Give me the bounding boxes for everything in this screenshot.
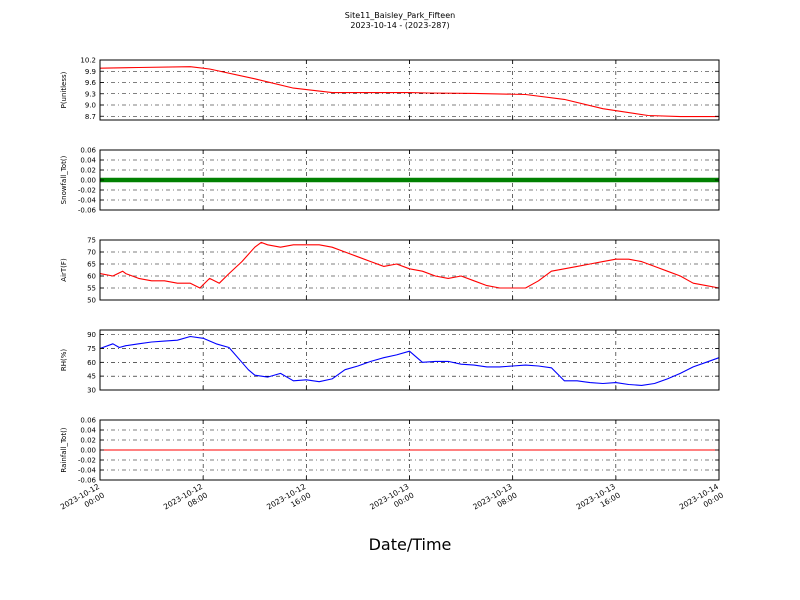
series-line bbox=[99, 241, 720, 289]
y-tick-label: 8.7 bbox=[85, 113, 96, 121]
y-tick-label: 0.00 bbox=[80, 447, 96, 455]
chart-panel: -0.06 -0.04 -0.02 0.00 0.02 0.04 0.06 Snowfall_… bbox=[60, 147, 720, 215]
y-axis-label: Snowfall_Tot() bbox=[60, 155, 68, 204]
y-tick-label: 65 bbox=[87, 261, 96, 269]
y-tick-label: 90 bbox=[87, 331, 96, 339]
y-tick-label: 75 bbox=[87, 345, 96, 353]
series-line bbox=[99, 335, 720, 386]
y-tick-label: -0.02 bbox=[78, 187, 96, 195]
y-tick-label: 0.02 bbox=[80, 437, 96, 445]
y-tick-label: 60 bbox=[87, 359, 96, 367]
x-axis-label: Date/Time bbox=[369, 535, 452, 554]
y-tick-label: 0.02 bbox=[80, 167, 96, 175]
y-tick-label: 10.2 bbox=[80, 57, 96, 65]
y-tick-label: 75 bbox=[87, 237, 96, 245]
y-tick-label: -0.02 bbox=[78, 457, 96, 465]
y-tick-label: 55 bbox=[87, 285, 96, 293]
chart-panel: 8.7 9.0 9.3 9.6 9.9 10.2 P(unitless) bbox=[60, 57, 720, 121]
y-tick-label: 9.6 bbox=[85, 79, 97, 87]
y-axis-label: Rainfall_Tot() bbox=[60, 427, 68, 472]
y-tick-label: 70 bbox=[87, 249, 96, 257]
y-tick-label: 9.9 bbox=[85, 68, 96, 76]
y-tick-label: 0.04 bbox=[80, 427, 96, 435]
y-tick-label: -0.04 bbox=[78, 197, 97, 205]
chart-panel: 50 55 60 65 70 75 AirT(F) bbox=[60, 237, 720, 305]
y-axis-label: AirT(F) bbox=[60, 258, 68, 282]
chart-panel: 30 45 60 75 90 RH(%) bbox=[60, 329, 720, 395]
y-tick-label: 50 bbox=[87, 297, 96, 305]
y-tick-label: 0.04 bbox=[80, 157, 96, 165]
y-tick-label: -0.06 bbox=[78, 477, 97, 485]
y-axis-label: P(unitless) bbox=[60, 71, 68, 108]
y-tick-label: 30 bbox=[87, 387, 96, 395]
y-axis-label: RH(%) bbox=[60, 349, 68, 372]
chart-title: Site11_Baisley_Park_Fifteen bbox=[344, 11, 456, 20]
y-tick-label: 0.06 bbox=[80, 147, 96, 155]
chart-panel: -0.06 -0.04 -0.02 0.00 0.02 0.04 0.06 Rainfall_… bbox=[60, 417, 720, 485]
chart-subtitle: 2023-10-14 - (2023-287) bbox=[350, 21, 450, 30]
y-tick-label: -0.06 bbox=[78, 207, 97, 215]
series-line bbox=[99, 66, 719, 118]
y-tick-label: 45 bbox=[87, 373, 96, 381]
y-tick-label: -0.04 bbox=[78, 467, 97, 475]
y-tick-label: 60 bbox=[87, 273, 96, 281]
y-tick-label: 9.3 bbox=[85, 90, 96, 98]
y-tick-label: 0.06 bbox=[80, 417, 96, 425]
y-tick-label: 0.00 bbox=[80, 177, 96, 185]
y-tick-label: 9.0 bbox=[85, 102, 96, 110]
